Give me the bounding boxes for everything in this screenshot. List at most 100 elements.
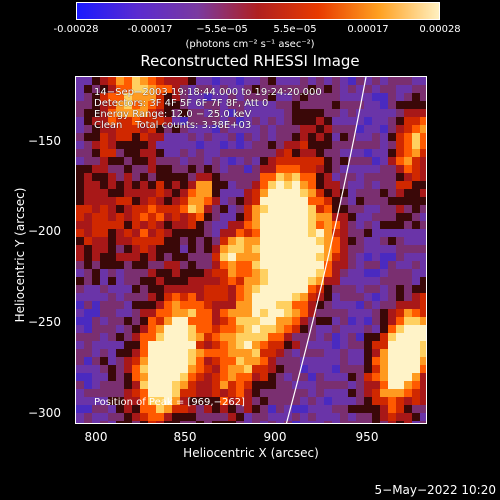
- heatmap-cell: [156, 117, 164, 125]
- heatmap-cell: [220, 301, 228, 309]
- heatmap-cell: [132, 125, 140, 133]
- heatmap-cell: [148, 109, 156, 117]
- y-axis-label: Heliocentric Y (arcsec): [13, 187, 27, 323]
- heatmap-cell: [284, 85, 292, 93]
- heatmap-cell: [204, 85, 212, 93]
- heatmap-cell: [188, 389, 196, 397]
- heatmap-cell: [228, 293, 236, 301]
- heatmap-cell: [172, 101, 180, 109]
- heatmap-cell: [380, 221, 388, 229]
- heatmap-cell: [372, 293, 380, 301]
- heatmap-cell: [108, 269, 116, 277]
- heatmap-cell: [276, 421, 284, 423]
- heatmap-cell: [172, 85, 180, 93]
- heatmap-cell: [420, 77, 426, 85]
- heatmap-cell: [260, 245, 268, 253]
- heatmap-cell: [172, 125, 180, 133]
- heatmap-cell: [236, 101, 244, 109]
- heatmap-cell: [84, 301, 92, 309]
- heatmap-cell: [132, 333, 140, 341]
- heatmap-cell: [300, 181, 308, 189]
- heatmap-cell: [196, 405, 204, 413]
- heatmap-cell: [220, 397, 228, 405]
- heatmap-cell: [148, 309, 156, 317]
- heatmap-cell: [404, 117, 412, 125]
- heatmap-cell: [188, 133, 196, 141]
- heatmap-cell: [76, 349, 84, 357]
- heatmap-cell: [356, 245, 364, 253]
- heatmap-cell: [292, 317, 300, 325]
- heatmap-cell: [76, 141, 84, 149]
- heatmap-cell: [340, 117, 348, 125]
- heatmap-cell: [332, 365, 340, 373]
- heatmap-cell: [292, 413, 300, 421]
- heatmap-cell: [236, 325, 244, 333]
- heatmap-cell: [364, 117, 372, 125]
- heatmap-cell: [396, 93, 404, 101]
- heatmap-cell: [340, 213, 348, 221]
- heatmap-cell: [124, 109, 132, 117]
- heatmap-cell: [276, 85, 284, 93]
- heatmap-cell: [420, 301, 426, 309]
- heatmap-cell: [140, 109, 148, 117]
- heatmap-cell: [284, 77, 292, 85]
- heatmap-cell: [300, 397, 308, 405]
- heatmap-cell: [84, 125, 92, 133]
- heatmap-cell: [236, 125, 244, 133]
- heatmap-cell: [228, 261, 236, 269]
- heatmap-cell: [324, 333, 332, 341]
- heatmap-cell: [260, 181, 268, 189]
- heatmap-cell: [244, 245, 252, 253]
- heatmap-cell: [308, 93, 316, 101]
- heatmap-cell: [420, 165, 426, 173]
- heatmap-cell: [404, 317, 412, 325]
- heatmap-cell: [212, 165, 220, 173]
- heatmap-cell: [212, 77, 220, 85]
- heatmap-cell: [100, 389, 108, 397]
- heatmap-cell: [404, 101, 412, 109]
- heatmap-cell: [212, 229, 220, 237]
- heatmap-cell: [84, 317, 92, 325]
- heatmap-cell: [188, 405, 196, 413]
- heatmap-cell: [164, 261, 172, 269]
- heatmap-cell: [156, 141, 164, 149]
- heatmap-cell: [132, 421, 140, 423]
- heatmap-cell: [292, 101, 300, 109]
- heatmap-cell: [220, 333, 228, 341]
- heatmap-cell: [100, 85, 108, 93]
- heatmap-cell: [212, 133, 220, 141]
- solar-limb-line: [285, 77, 367, 423]
- heatmap-cell: [100, 173, 108, 181]
- heatmap-cell: [348, 405, 356, 413]
- heatmap-cell: [140, 117, 148, 125]
- heatmap-cell: [388, 341, 396, 349]
- heatmap-cell: [204, 341, 212, 349]
- heatmap-cell: [84, 309, 92, 317]
- heatmap-cell: [372, 317, 380, 325]
- heatmap-cell: [388, 253, 396, 261]
- heatmap-cell: [276, 285, 284, 293]
- heatmap-cell: [420, 197, 426, 205]
- heatmap-cell: [332, 341, 340, 349]
- heatmap-cell: [396, 317, 404, 325]
- heatmap-cell: [324, 389, 332, 397]
- heatmap-cell: [340, 285, 348, 293]
- heatmap-cell: [292, 309, 300, 317]
- heatmap-cell: [308, 197, 316, 205]
- heatmap-cell: [348, 93, 356, 101]
- heatmap-cell: [188, 181, 196, 189]
- heatmap-cell: [92, 285, 100, 293]
- heatmap-cell: [420, 141, 426, 149]
- heatmap-cell: [188, 85, 196, 93]
- heatmap-cell: [268, 133, 276, 141]
- heatmap-cell: [412, 237, 420, 245]
- x-tick-label: 950: [355, 430, 379, 444]
- heatmap-cell: [340, 253, 348, 261]
- heatmap-cell: [140, 237, 148, 245]
- heatmap-cell: [404, 197, 412, 205]
- heatmap-cell: [332, 189, 340, 197]
- heatmap-cell: [284, 109, 292, 117]
- heatmap-cell: [116, 301, 124, 309]
- heatmap-cell: [292, 421, 300, 423]
- heatmap-cell: [372, 325, 380, 333]
